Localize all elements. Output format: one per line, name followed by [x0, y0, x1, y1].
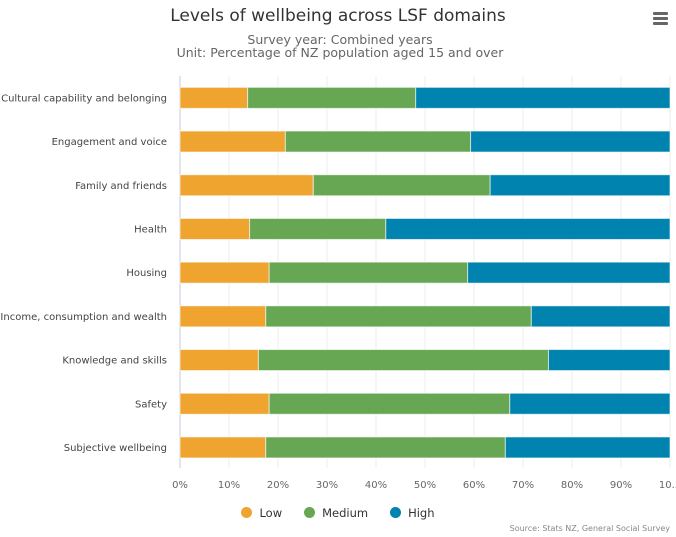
legend-item-medium[interactable]: Medium [304, 506, 368, 520]
x-tick-label: 90% [610, 480, 632, 491]
legend-label: High [408, 506, 435, 520]
bar-segment-low [179, 130, 286, 153]
bar-segment-low [179, 436, 267, 459]
x-tick-label: 20% [267, 480, 289, 491]
x-tick-label: 50% [414, 480, 436, 491]
bar-segment-high [504, 436, 671, 459]
y-category-label: Knowledge and skills [62, 356, 167, 367]
x-tick-label: 10... [659, 480, 676, 491]
bar-segment-medium [312, 174, 491, 197]
source-note: Source: Stats NZ, General Social Survey [509, 524, 670, 533]
bar-segment-high [467, 261, 671, 284]
bar-segment-low [179, 174, 314, 197]
x-tick-label: 80% [561, 480, 583, 491]
bar-segment-low [179, 261, 270, 284]
y-category-label: Family and friends [75, 181, 167, 192]
hamburger-menu-icon[interactable] [653, 12, 668, 27]
x-tick-label: 0% [172, 480, 188, 491]
bar-segment-medium [268, 392, 511, 415]
x-tick-label: 10% [218, 480, 240, 491]
bar-segment-high [415, 86, 671, 109]
bar-segment-low [179, 349, 259, 372]
legend-marker-icon [241, 507, 253, 518]
y-category-label: Safety [135, 399, 167, 410]
bar-segment-medium [257, 349, 549, 372]
plot-area: 0% 10% 20% 30% 40% 50% 60% 70% 80% 90% 10... Cultur… [0, 76, 676, 491]
bar-segment-high [530, 305, 671, 328]
bar-segment-medium [265, 436, 506, 459]
bar-segment-high [470, 130, 671, 153]
legend-marker-icon [390, 507, 402, 518]
legend-item-high[interactable]: High [390, 506, 435, 520]
bar-segment-low [179, 392, 270, 415]
legend-item-low[interactable]: Low [241, 506, 282, 520]
bar-segment-high [489, 174, 671, 197]
chart-title: Levels of wellbeing across LSF domains [170, 6, 506, 26]
bar-segment-medium [284, 130, 472, 153]
chart-subtitle-unit: Unit: Percentage of NZ population aged 1… [176, 45, 504, 60]
x-tick-label: 70% [512, 480, 534, 491]
bar-segment-medium [268, 261, 469, 284]
bar-segment-low [179, 217, 251, 240]
y-category-label: Cultural capability and belonging [1, 93, 167, 104]
legend-marker-icon [304, 507, 316, 518]
y-category-label: Engagement and voice [52, 137, 167, 148]
bar-segment-high [385, 217, 671, 240]
x-tick-label: 40% [365, 480, 387, 491]
bar-segment-medium [265, 305, 532, 328]
legend-label: Low [259, 506, 283, 520]
x-tick-label: 60% [463, 480, 485, 491]
y-category-label: Income, consumption and wealth [0, 312, 167, 323]
y-category-label: Health [134, 224, 167, 235]
chart-subtitle-year: Survey year: Combined years [247, 32, 433, 47]
x-tick-label: 30% [316, 480, 338, 491]
bar-segment-medium [247, 86, 417, 109]
legend: Low Medium High [0, 506, 676, 520]
y-category-label: Subjective wellbeing [64, 443, 167, 454]
bar-segment-high [547, 349, 671, 372]
bar-segment-low [179, 86, 249, 109]
bar-segment-medium [249, 217, 387, 240]
bar-segment-high [509, 392, 671, 415]
y-category-label: Housing [126, 268, 167, 279]
legend-label: Medium [322, 506, 369, 520]
bar-segment-low [179, 305, 267, 328]
